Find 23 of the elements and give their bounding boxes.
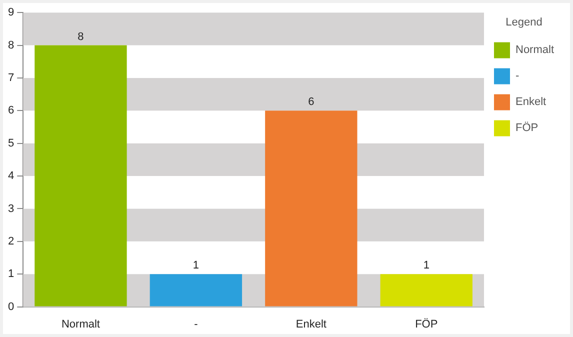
legend-label: - bbox=[515, 70, 520, 82]
data-label: 1 bbox=[192, 260, 200, 272]
y-tick-label: 7 bbox=[8, 72, 14, 84]
x-tick-label: Normalt bbox=[61, 318, 100, 330]
y-tick-label: 2 bbox=[8, 235, 14, 248]
y-tick-label: 5 bbox=[8, 137, 14, 150]
x-tick-label: FÖP bbox=[415, 317, 438, 330]
legend-title: Legend bbox=[506, 16, 542, 29]
legend-label: FÖP bbox=[515, 121, 538, 134]
y-tick-label: 4 bbox=[8, 170, 14, 182]
data-label: 6 bbox=[308, 96, 314, 108]
y-tick-label: 8 bbox=[8, 39, 14, 52]
data-label: 1 bbox=[423, 260, 430, 272]
data-label: 8 bbox=[78, 30, 84, 43]
x-tick-label: Enkelt bbox=[296, 318, 326, 330]
x-tick-label: - bbox=[194, 318, 198, 330]
y-tick-label: 0 bbox=[8, 300, 14, 313]
y-tick-label: 9 bbox=[8, 6, 14, 19]
legend-label: Enkelt bbox=[515, 96, 546, 108]
y-tick-label: 6 bbox=[8, 104, 14, 117]
y-tick-label: 3 bbox=[8, 202, 14, 215]
y-tick-label: 1 bbox=[8, 268, 14, 280]
legend-label: Normalt bbox=[515, 44, 554, 56]
